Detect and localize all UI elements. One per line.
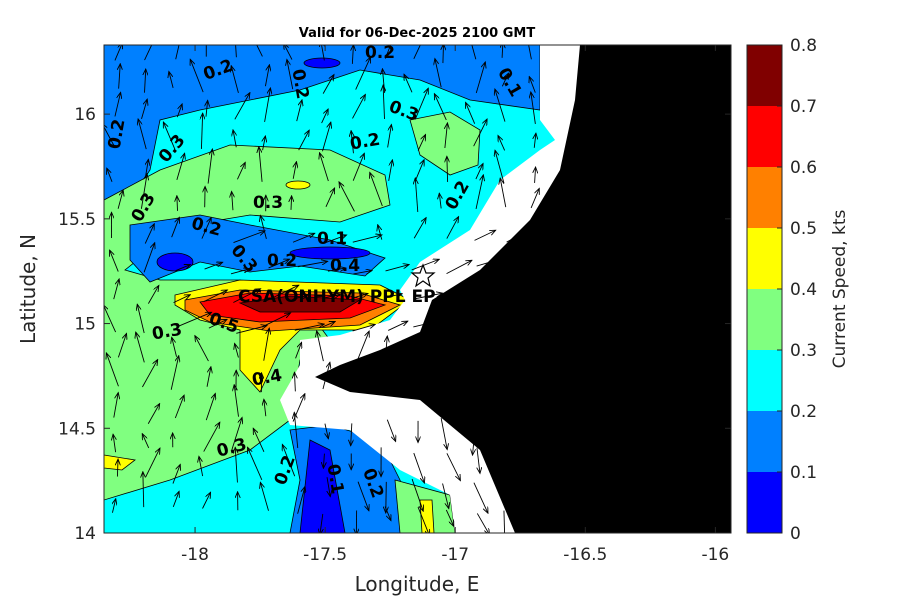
y-tick-label: 15.5 — [58, 210, 96, 230]
colorbar-tick-label: 0.6 — [790, 158, 817, 178]
colorbar-label: Current Speed, kts — [830, 210, 850, 369]
colorbar-segment — [747, 350, 782, 411]
colorbar: 0 0.1 0.2 0.3 0.4 0.5 0.6 0.7 0.8 — [747, 36, 817, 544]
station-label: CSA(ONHYM) PPL EP — [238, 287, 436, 307]
x-tick-label: -16 — [701, 545, 729, 565]
colorbar-tick-label: 0.1 — [790, 463, 817, 483]
colorbar-segment — [747, 45, 782, 106]
y-tick-label: 16 — [74, 105, 96, 125]
x-axis-label: Longitude, E — [355, 572, 480, 596]
y-axis-label: Latitude, N — [16, 234, 40, 344]
contour-label: 0.3 — [253, 193, 283, 213]
chart-title: Valid for 06-Dec-2025 2100 GMT — [299, 26, 536, 41]
colorbar-tick-label: 0.7 — [790, 97, 817, 117]
y-tick-label: 15 — [74, 315, 96, 335]
colorbar-segment — [747, 289, 782, 350]
contour-fill-0.4-0.5-north — [286, 181, 310, 189]
colorbar-segment — [747, 106, 782, 167]
x-tick-label: -18 — [181, 545, 209, 565]
colorbar-tick-label: 0.2 — [790, 402, 817, 422]
x-tick-label: -17 — [441, 545, 469, 565]
colorbar-tick-label: 0.8 — [790, 36, 817, 56]
colorbar-segment — [747, 167, 782, 228]
y-tick-label: 14.5 — [58, 419, 96, 439]
current-arrow — [443, 44, 444, 63]
current-arrow — [177, 196, 178, 211]
contour-label: 0.2 — [365, 43, 395, 63]
current-arrow — [117, 459, 118, 476]
colorbar-segment — [747, 472, 782, 533]
contour-label: 0.4 — [330, 256, 360, 276]
contour-fill-0-0.1-north — [304, 58, 340, 68]
current-arrow — [291, 196, 292, 210]
current-arrow — [534, 507, 535, 542]
contour-label: 0.1 — [317, 229, 347, 249]
y-tick-label: 14 — [74, 524, 96, 544]
colorbar-tick-label: 0.3 — [790, 341, 817, 361]
contour-fill-0-0.1-west — [157, 253, 193, 271]
colorbar-tick-label: 0.5 — [790, 219, 817, 239]
x-tick-label: -17.5 — [303, 545, 347, 565]
colorbar-segment — [747, 411, 782, 472]
colorbar-segment — [747, 228, 782, 289]
contour-label: 0.2 — [267, 251, 297, 271]
colorbar-tick-label: 0.4 — [790, 280, 817, 300]
x-tick-label: -16.5 — [563, 545, 607, 565]
colorbar-tick-label: 0 — [790, 524, 801, 544]
